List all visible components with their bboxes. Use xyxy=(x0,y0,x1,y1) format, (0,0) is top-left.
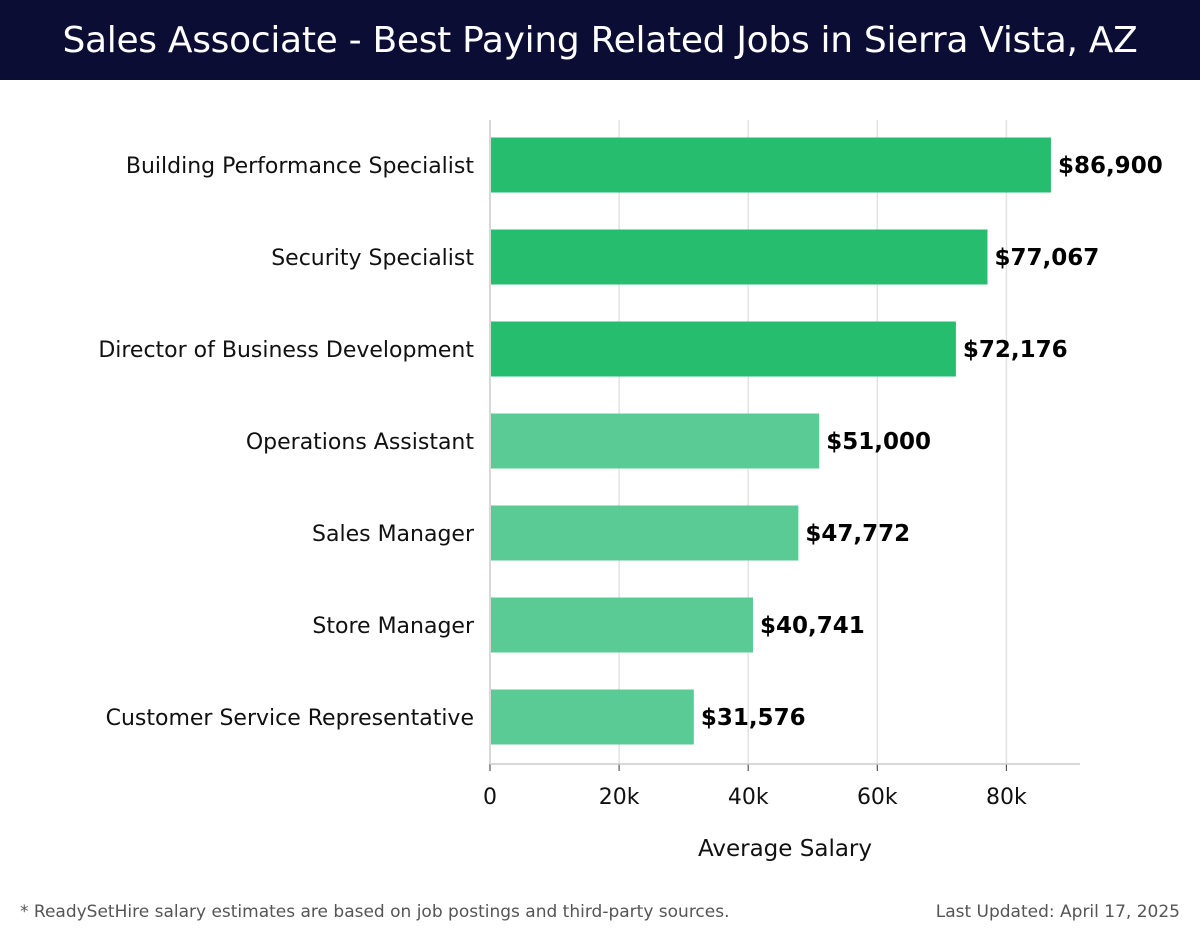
x-tick-label: 80k xyxy=(986,785,1027,810)
bar xyxy=(491,505,799,561)
x-tick-label: 40k xyxy=(728,785,769,810)
value-label: $40,741 xyxy=(760,613,865,639)
value-label: $72,176 xyxy=(963,337,1068,363)
bar-chart: Building Performance Specialist $86,900 Se… xyxy=(98,120,1163,862)
value-label: $86,900 xyxy=(1058,153,1163,179)
x-axis-title: Average Salary xyxy=(698,836,872,862)
bar xyxy=(491,413,820,469)
chart-title: Sales Associate - Best Paying Related Jo… xyxy=(62,19,1138,61)
bar xyxy=(491,597,753,653)
value-label: $77,067 xyxy=(994,245,1099,271)
bar xyxy=(491,321,956,377)
category-label: Security Specialist xyxy=(271,246,474,271)
category-label: Store Manager xyxy=(312,614,475,639)
x-tick-label: 60k xyxy=(857,785,898,810)
chart-header: Sales Associate - Best Paying Related Jo… xyxy=(0,0,1200,80)
bars: Building Performance Specialist $86,900 Se… xyxy=(98,137,1163,745)
last-updated: Last Updated: April 17, 2025 xyxy=(935,902,1180,922)
category-label: Building Performance Specialist xyxy=(126,154,474,179)
bar xyxy=(491,689,694,745)
x-tick-label: 20k xyxy=(599,785,640,810)
x-tick-label: 0 xyxy=(483,785,497,810)
axes: 0 20k 40k 60k 80k xyxy=(483,120,1080,810)
value-label: $31,576 xyxy=(701,705,806,731)
value-label: $47,772 xyxy=(805,521,910,547)
bar xyxy=(491,137,1051,193)
category-label: Operations Assistant xyxy=(246,430,475,455)
value-label: $51,000 xyxy=(826,429,931,455)
category-label: Director of Business Development xyxy=(98,338,474,363)
bar xyxy=(491,229,988,285)
category-label: Sales Manager xyxy=(312,522,475,547)
category-label: Customer Service Representative xyxy=(106,706,474,731)
footer-note: * ReadySetHire salary estimates are base… xyxy=(20,902,730,922)
